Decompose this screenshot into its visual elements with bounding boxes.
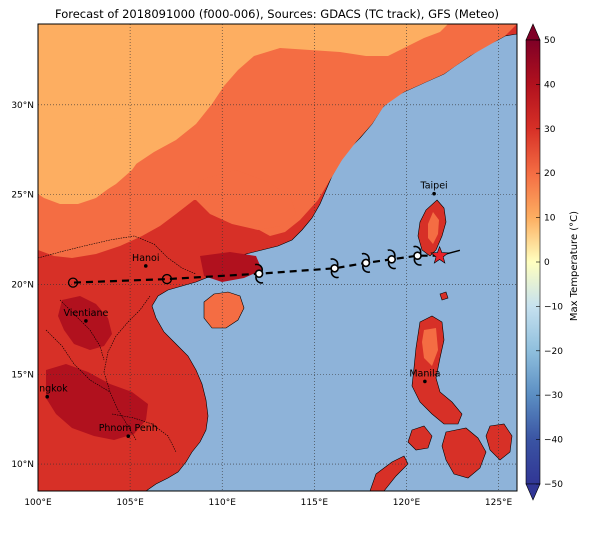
- lon-tick-label: 110°E: [209, 498, 237, 508]
- typhoon-eye: [361, 258, 371, 268]
- batanes-island: [439, 291, 449, 301]
- city-dot: [84, 319, 88, 323]
- colorbar-tick-label: 50: [544, 36, 556, 46]
- typhoon-eye: [387, 254, 397, 264]
- colorbar-bottom-arrow: [525, 483, 541, 501]
- typhoon-arm-top: [387, 249, 396, 258]
- lon-tick-label: 120°E: [393, 498, 421, 508]
- city-dot: [126, 434, 131, 439]
- palawan-island: [369, 455, 409, 491]
- lat-tick-label: 10°N: [11, 460, 34, 470]
- city-label: Bangkok: [27, 384, 68, 395]
- colorbar-label: Max Temperature (°C): [569, 211, 580, 321]
- typhoon-arm-top: [254, 263, 263, 272]
- lon-tick-label: 105°E: [116, 498, 144, 508]
- lat-tick-label: 25°N: [11, 191, 34, 201]
- city-label: Hanoi: [132, 253, 159, 264]
- track-point-typhoon-icon: [254, 263, 264, 284]
- country-borders: [38, 235, 197, 453]
- colorbar-tick-label: 20: [544, 169, 556, 179]
- city-markers: Taipei Hanoi Vientiane Manila Bangkok Phnom P…: [27, 181, 448, 439]
- typhoon-arm-bottom: [387, 261, 396, 270]
- track-point-typhoon-icon: [413, 245, 422, 266]
- colorbar-tick-label: 10: [544, 214, 556, 224]
- colorbar: 50 40 30 20 10 0 −10 −20 −30 −40 −50 Max Temperatu…: [525, 23, 580, 501]
- taiwan-highland: [428, 212, 439, 244]
- typhoon-arm-bottom: [330, 270, 339, 279]
- luzon-highland: [422, 328, 438, 366]
- map-area: Taipei Hanoi Vientiane Manila Bangkok Phnom P…: [27, 24, 517, 491]
- temp-zone-20-25-b: [88, 118, 146, 194]
- city-label: Vientiane: [63, 308, 108, 319]
- colorbar-tick-label: −10: [544, 302, 563, 312]
- city-dot: [45, 394, 50, 399]
- typhoon-arm-bottom: [255, 275, 264, 284]
- temp-zone-25-30-c: [196, 170, 296, 230]
- lat-tick-label: 15°N: [11, 370, 34, 380]
- map-axes: 100°E 105°E 110°E 115°E 120°E 125°E 10°N 15°N 20…: [11, 101, 512, 508]
- typhoon-arm-top: [330, 258, 339, 267]
- track-point-typhoon-icon: [330, 258, 339, 279]
- temp-zone-35-40: [58, 296, 112, 350]
- typhoon-arm-bottom: [362, 264, 371, 273]
- lat-tick-label: 20°N: [11, 280, 34, 290]
- colorbar-tick-label: 0: [544, 258, 550, 268]
- typhoon-eye: [330, 263, 339, 273]
- lon-tick-label: 115°E: [301, 498, 329, 508]
- track-point-circle: [67, 277, 79, 288]
- typhoon-eye: [413, 251, 422, 261]
- temp-zone-20-25: [38, 24, 448, 204]
- tc-track: [67, 245, 461, 288]
- colorbar-tick-label: 30: [544, 125, 556, 135]
- typhoon-eye: [254, 269, 264, 278]
- figure-title: Forecast of 2018091000 (f000-006), Sourc…: [55, 7, 499, 21]
- colorbar-tick-label: −20: [544, 347, 563, 357]
- samar-island: [485, 423, 513, 461]
- track-point-typhoon-icon: [387, 249, 397, 270]
- city-dot: [143, 264, 148, 268]
- visayas-islands: [441, 427, 487, 479]
- city-label: Manila: [409, 368, 440, 379]
- temp-zone-35-40-b: [46, 364, 148, 440]
- gridlines: [38, 24, 517, 491]
- track-line: [72, 254, 440, 284]
- typhoon-arm-top: [413, 245, 422, 254]
- track-point-typhoon-icon: [361, 252, 371, 273]
- city-dot: [423, 379, 427, 384]
- colorbar-tick-label: −30: [544, 391, 563, 401]
- city-dot: [432, 191, 436, 196]
- colorbar-tick-label: 40: [544, 80, 556, 90]
- typhoon-arm-top: [361, 252, 370, 262]
- mindoro-island: [407, 425, 433, 451]
- lat-tick-label: 30°N: [11, 101, 34, 111]
- colorbar-ticks: 50 40 30 20 10 0 −10 −20 −30 −40 −50: [536, 36, 563, 490]
- map-frame: [37, 23, 518, 492]
- colorbar-tick-label: −50: [544, 480, 563, 490]
- typhoon-arm-bottom: [413, 257, 422, 266]
- lon-tick-label: 125°E: [485, 498, 513, 508]
- colorbar-tick-label: −40: [544, 436, 563, 446]
- track-point-circle: [161, 273, 173, 285]
- lon-tick-label: 100°E: [24, 498, 52, 508]
- city-label: Taipei: [419, 181, 447, 192]
- colorbar-top-arrow: [525, 23, 541, 41]
- track-point-star: [430, 245, 450, 264]
- city-label: Phnom Penh: [99, 423, 158, 434]
- hainan-island: [203, 291, 245, 329]
